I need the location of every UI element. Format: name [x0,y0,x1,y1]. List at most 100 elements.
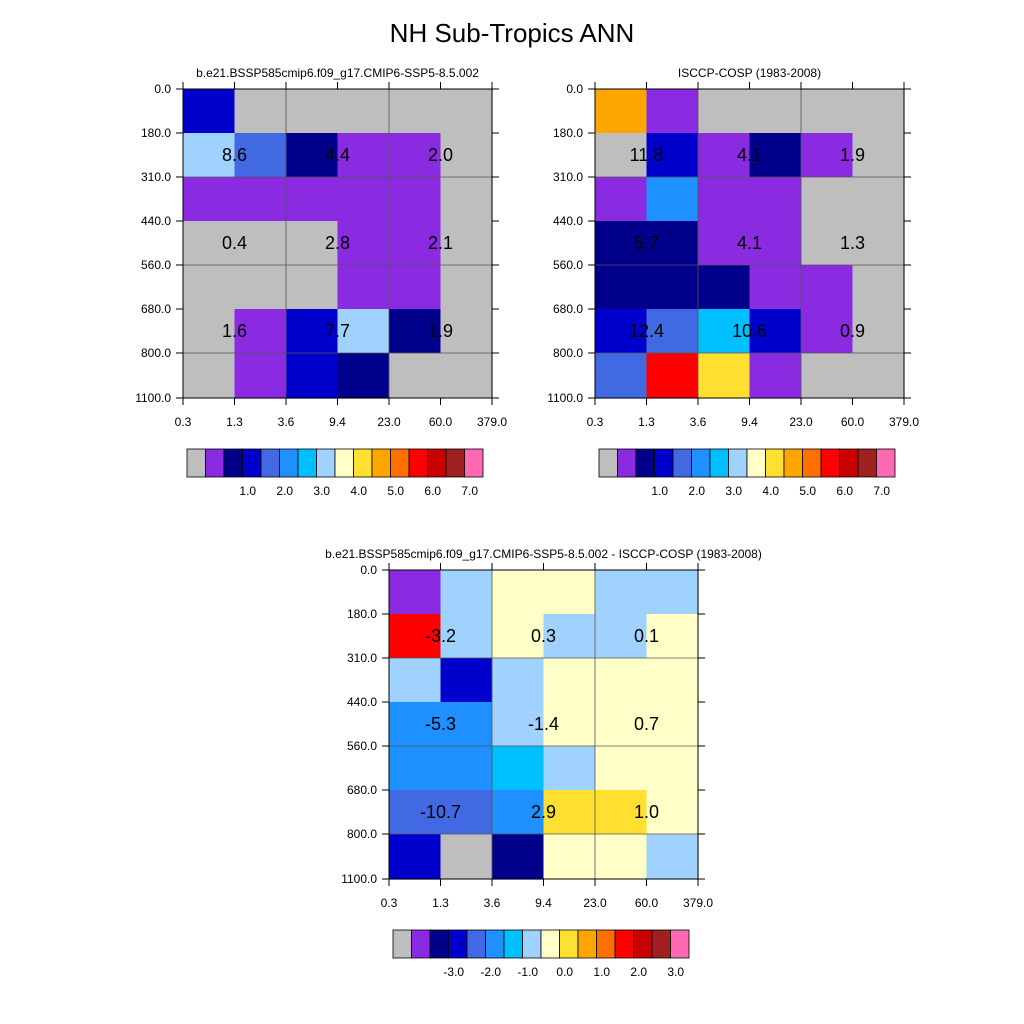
heatmap-cell [646,570,699,615]
x-tick-label: 0.3 [175,415,192,429]
heatmap-cell [440,221,493,266]
heatmap-cell [595,570,648,615]
heatmap-cell [646,658,699,703]
cell-value-label: -3.2 [425,626,456,646]
colorbar-box [429,929,449,959]
figure-title: NH Sub-Tropics ANN [390,18,635,48]
heatmap-cell [852,265,905,310]
heatmap-cell [646,221,699,266]
y-tick-label: 680.0 [347,783,377,797]
colorbar-box [559,929,579,959]
colorbar-box [503,929,523,959]
colorbar-box [839,448,859,478]
colorbar-box [577,929,597,959]
heatmap-cell [749,177,802,222]
y-tick-label: 440.0 [553,214,583,228]
colorbar-label: 2.0 [630,965,647,979]
colorbar-box [408,448,428,478]
heatmap-cell [595,177,648,222]
cell-value-label: 0.4 [222,233,247,253]
heatmap-cell [595,221,648,266]
heatmap-cell [492,746,545,791]
heatmap-cell [234,265,287,310]
y-tick-label: 680.0 [141,302,171,316]
heatmap-cell [492,570,545,615]
heatmap-cell [286,353,339,399]
colorbar-box [617,448,637,478]
heatmap-cell [337,221,390,266]
colorbar-box [876,448,896,478]
colorbar-box [316,448,336,478]
heatmap-cell [646,177,699,222]
heatmap-cell [801,89,854,134]
heatmap-cell [440,746,493,791]
heatmap-cell [646,353,699,399]
cell-value-label: 12.4 [629,321,664,341]
y-tick-label: 1100.0 [547,391,583,405]
heatmap-cell [646,702,699,747]
colorbar-box [427,448,447,478]
y-tick-label: 560.0 [141,258,171,272]
x-tick-label: 23.0 [583,896,607,910]
heatmap-cell [749,265,802,310]
colorbar-label: 7.0 [461,484,478,498]
heatmap-cell [852,89,905,134]
heatmap-cell [595,353,648,399]
heatmap-cell [183,265,236,310]
x-tick-label: 9.4 [329,415,346,429]
heatmap-cell [440,658,493,703]
cell-value-label: 1.3 [840,233,865,253]
heatmap-cell [698,177,751,222]
heatmap-cell [595,309,648,354]
colorbar-box [485,929,505,959]
cell-value-label: -1.4 [528,714,559,734]
heatmap-cell [595,265,648,310]
x-tick-label: 23.0 [789,415,813,429]
y-tick-label: 310.0 [553,170,583,184]
heatmap-cell [852,353,905,399]
colorbar-label: 1.0 [239,484,256,498]
panel-model: b.e21.BSSP585cmip6.f09_g17.CMIP6-SSP5-8.… [135,66,507,498]
colorbar-box [691,448,711,478]
cell-value-label: 2.0 [428,145,453,165]
heatmap-cell [183,221,236,266]
colorbar-label: -2.0 [480,965,501,979]
colorbar-box [651,929,671,959]
heatmap-cell [337,133,390,178]
y-tick-label: 0.0 [566,82,583,96]
heatmap-cell [440,89,493,134]
cell-value-label: 1.0 [634,802,659,822]
colorbar-box [205,448,225,478]
colorbar-box [783,448,803,478]
panel-difference: b.e21.BSSP585cmip6.f09_g17.CMIP6-SSP5-8.… [325,547,762,979]
heatmap-cell [801,353,854,399]
heatmap-cell [852,221,905,266]
heatmap-cell [801,309,854,354]
y-tick-label: 1100.0 [135,391,171,405]
colorbar-box [242,448,262,478]
cell-value-label: 1.9 [840,145,865,165]
heatmap-cell [543,746,596,791]
heatmap-cell [440,702,493,747]
heatmap-cell [492,790,545,835]
heatmap-cell [595,702,648,747]
heatmap-cell [646,614,699,659]
heatmap-cell [389,746,442,791]
heatmap-cell [440,265,493,310]
cell-value-label: 10.6 [732,321,767,341]
colorbar-box [765,448,785,478]
cell-value-label: 5.7 [634,233,659,253]
heatmap-cell [389,658,442,703]
heatmap-cell [698,89,751,134]
colorbar-label: 0.0 [556,965,573,979]
x-tick-label: 1.3 [638,415,655,429]
colorbar-box [371,448,391,478]
y-tick-label: 180.0 [141,126,171,140]
heatmap-cell [389,353,442,399]
colorbar-box [448,929,468,959]
colorbar-box [353,448,373,478]
colorbar-label: 2.0 [276,484,293,498]
heatmap-cell [646,790,699,835]
heatmap-cell [852,133,905,178]
colorbar-box [672,448,692,478]
